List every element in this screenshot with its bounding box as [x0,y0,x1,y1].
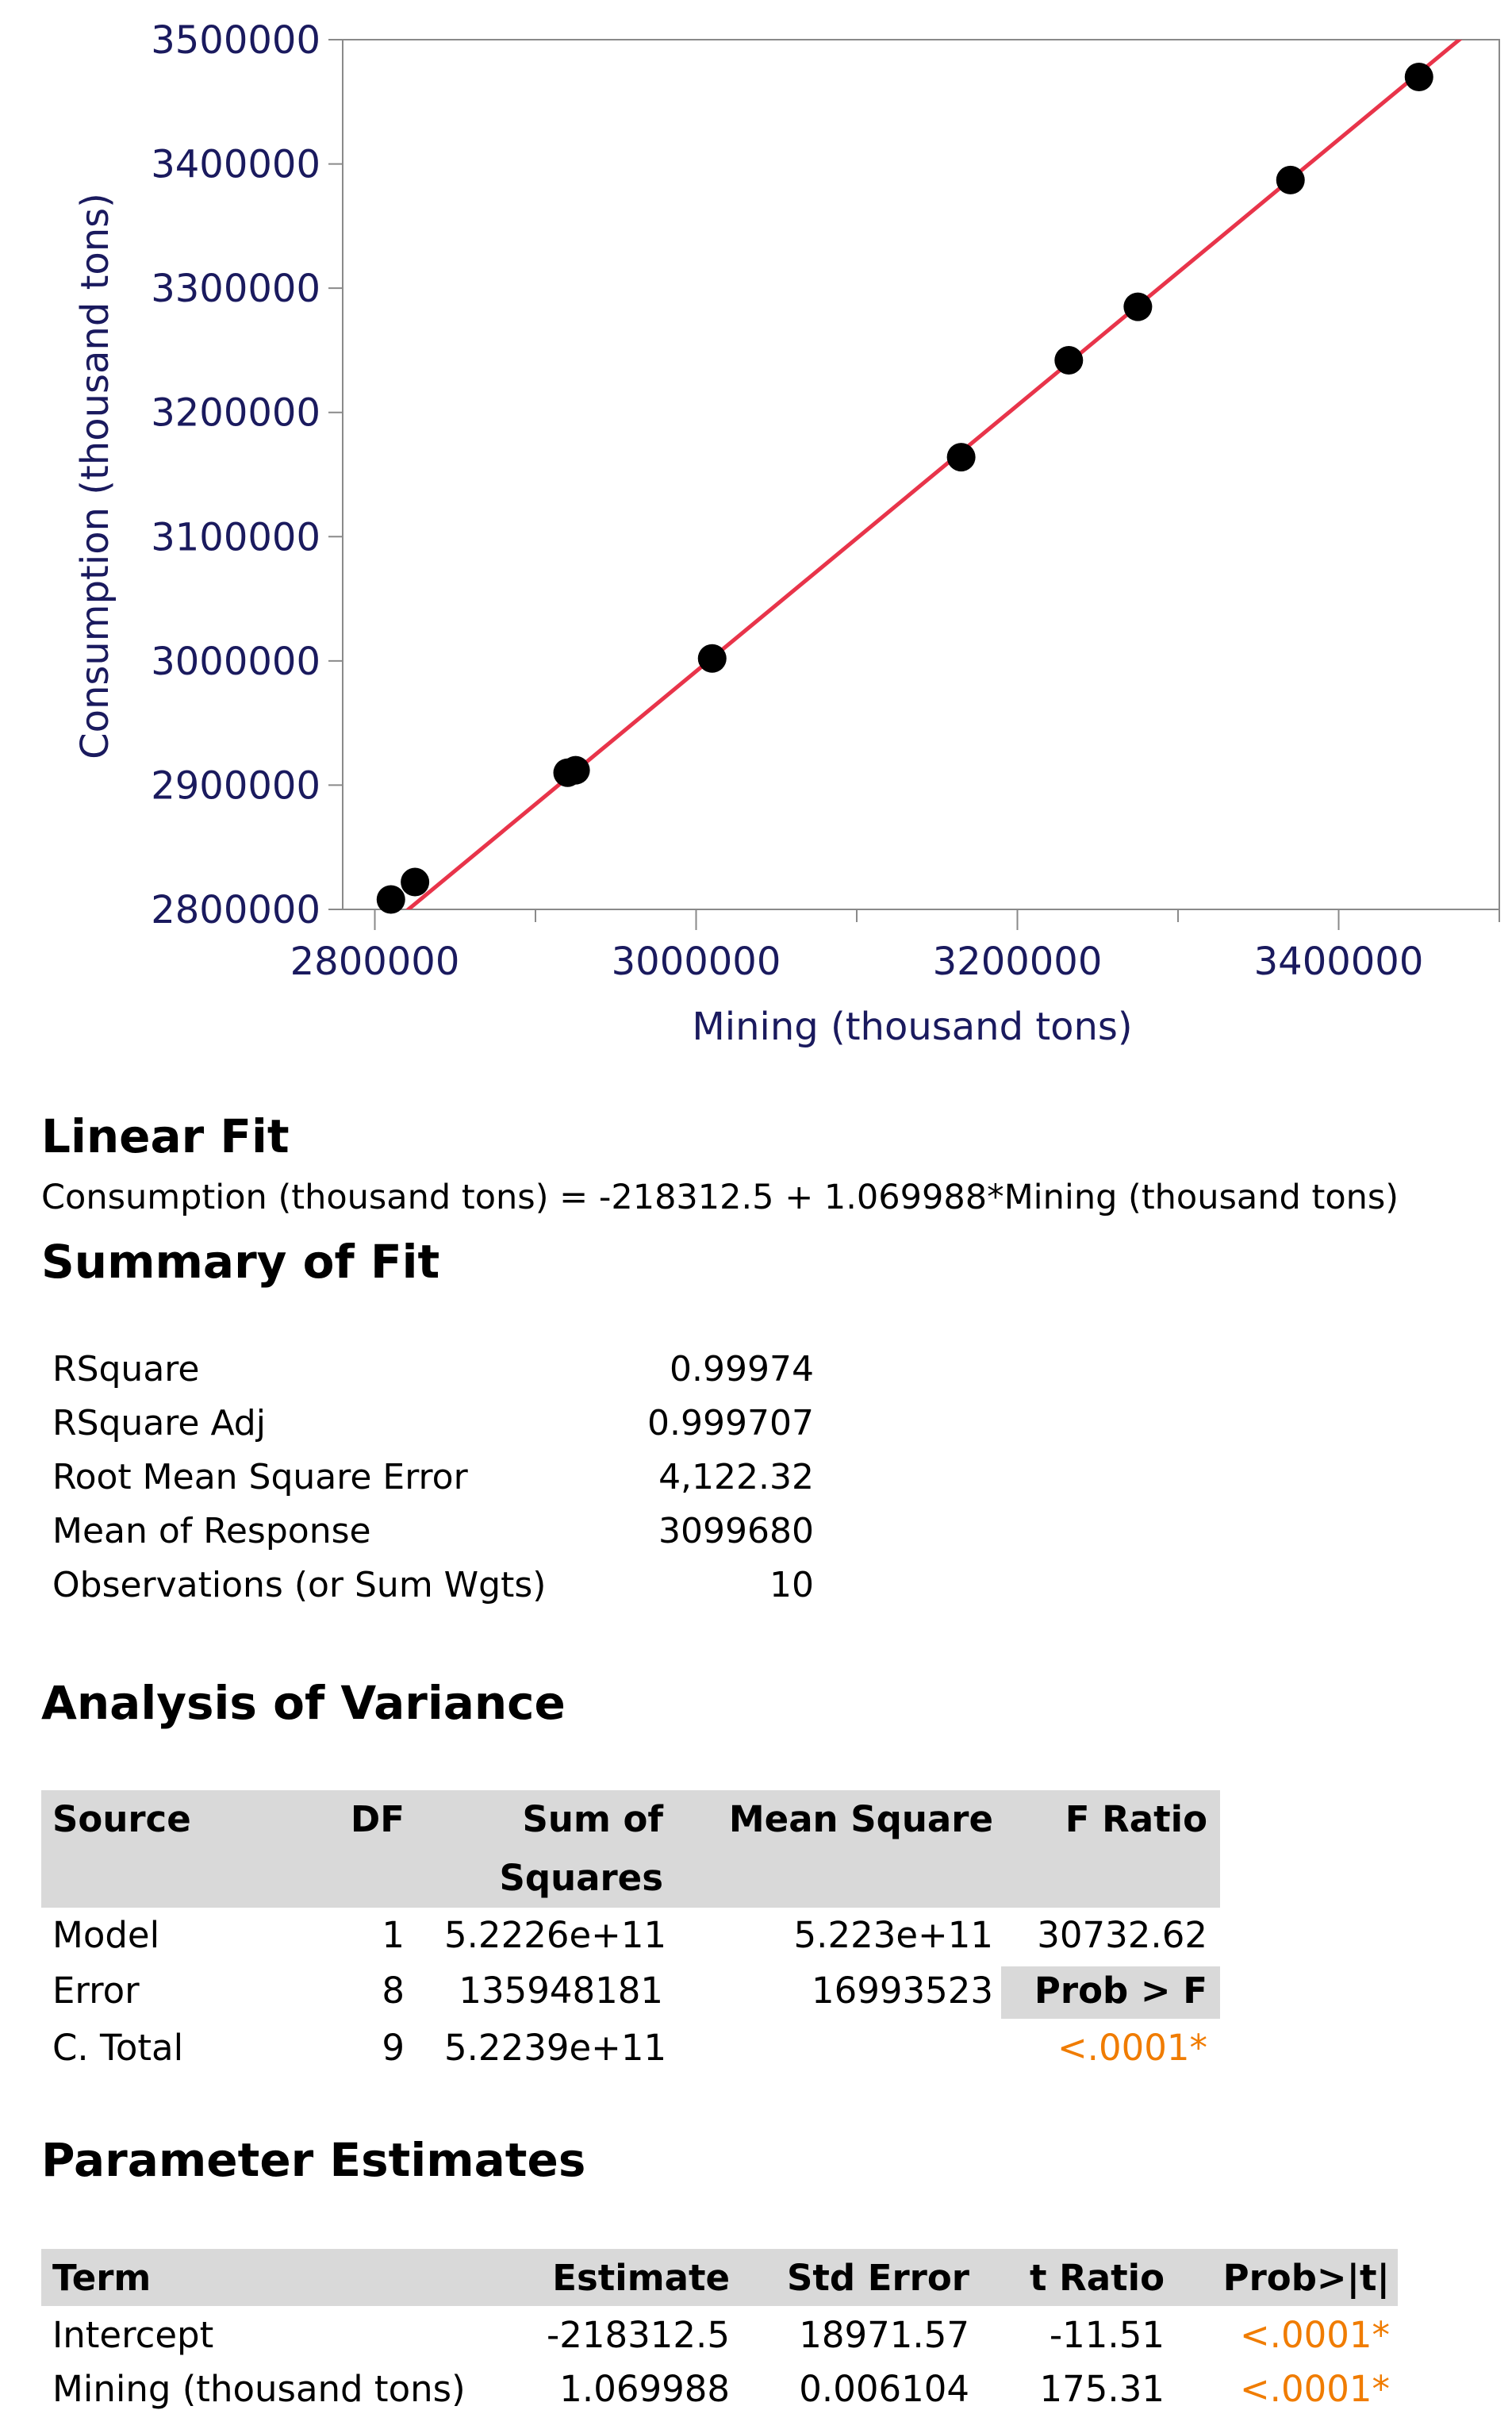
summary-value: 3099680 [658,1511,814,1551]
summary-row: RSquare 0.99974 [52,1349,814,1403]
y-tick-label: 3200000 [151,391,320,436]
anova-header-f: F Ratio [1065,1798,1207,1840]
param-estimate: -218312.5 [547,2314,730,2356]
anova-header-source: Source [52,1798,191,1840]
param-term: Intercept [52,2314,214,2356]
params-header-bg [41,2249,1398,2306]
summary-of-fit-table: RSquare 0.99974 RSquare Adj 0.999707 Roo… [52,1349,814,1619]
params-header-estimate: Estimate [552,2257,730,2299]
y-tick-label: 3000000 [151,640,320,684]
param-t-ratio: 175.31 [1039,2368,1165,2410]
prob-f-label: Prob > F [1034,1970,1207,2012]
x-tick-label: 3200000 [933,940,1103,984]
anova-source: Error [52,1970,140,2012]
params-header-t-ratio: t Ratio [1029,2257,1165,2299]
prob-f-bg [1001,1966,1220,2019]
anova-ms: 5.223e+11 [793,1914,993,1956]
data-point [561,755,590,785]
summary-label: RSquare [52,1349,200,1389]
anova-df: 9 [382,2027,405,2069]
data-point [1123,292,1153,321]
anova-f-ratio: 30732.62 [1037,1914,1207,1956]
anova-header-ss-2: Squares [499,1857,663,1899]
y-axis-title: Consumption (thousand tons) [73,193,117,759]
parameter-estimates-title: Parameter Estimates [41,2133,586,2187]
data-point [697,644,727,673]
y-tick-label: 3400000 [151,143,320,187]
x-tick-label: 3400000 [1254,940,1424,984]
param-estimate: 1.069988 [559,2368,730,2410]
params-header-std-error: Std Error [786,2257,969,2299]
summary-value: 0.999707 [647,1403,814,1443]
fit-equation: Consumption (thousand tons) = -218312.5 … [41,1178,1399,1217]
anova-header-bg [41,1790,1220,1908]
anova-header-ss: Sum of [522,1798,664,1840]
summary-label: Mean of Response [52,1511,371,1551]
summary-label: Observations (or Sum Wgts) [52,1565,547,1605]
anova-df: 1 [382,1914,405,1956]
param-std-error: 18971.57 [799,2314,969,2356]
x-axis-title: Mining (thousand tons) [692,1005,1132,1049]
data-point [1054,345,1084,375]
y-tick-label: 3500000 [151,18,320,63]
summary-value: 10 [769,1565,814,1605]
data-point [946,443,976,472]
data-point [1276,165,1305,194]
summary-row: Observations (or Sum Wgts) 10 [52,1565,814,1619]
anova-ms: 16993523 [811,1970,993,2012]
anova-ss: 5.2239e+11 [444,2027,667,2069]
y-tick-label: 2800000 [151,888,320,932]
scatter-chart: 2800000 2900000 3000000 3100000 3200000 33000… [73,18,1500,1049]
prob-f-value: <.0001* [1057,2027,1207,2069]
anova-title: Analysis of Variance [41,1676,566,1730]
params-header-term: Term [52,2257,152,2299]
y-tick-label: 3100000 [151,515,320,559]
summary-value: 0.99974 [670,1349,814,1389]
summary-value: 4,122.32 [658,1457,814,1497]
anova-source: C. Total [52,2027,184,2069]
params-header-prob: Prob>|t| [1222,2257,1390,2299]
plot-area [342,39,1500,910]
y-tick-label: 2900000 [151,763,320,808]
linear-fit-title: Linear Fit [41,1109,290,1163]
param-t-ratio: -11.51 [1049,2314,1165,2356]
anova-source: Model [52,1914,160,1956]
summary-label: Root Mean Square Error [52,1457,468,1497]
summary-row: Root Mean Square Error 4,122.32 [52,1457,814,1511]
anova-header-ms: Mean Square [728,1798,993,1840]
data-point [401,867,430,897]
x-tick-label: 3000000 [612,940,781,984]
param-std-error: 0.006104 [799,2368,969,2410]
summary-of-fit-title: Summary of Fit [41,1235,440,1289]
summary-row: Mean of Response 3099680 [52,1511,814,1565]
fit-line [405,40,1463,909]
x-tick-label: 2800000 [290,940,460,984]
anova-df: 8 [382,1970,405,2012]
summary-label: RSquare Adj [52,1403,266,1443]
anova-header-df: DF [350,1798,405,1840]
y-tick-label: 3300000 [151,267,320,311]
data-point [1404,62,1433,91]
param-prob: <.0001* [1239,2314,1390,2356]
summary-row: RSquare Adj 0.999707 [52,1403,814,1457]
param-term: Mining (thousand tons) [52,2368,466,2410]
anova-ss: 135948181 [459,1970,663,2012]
data-point [376,885,405,914]
param-prob: <.0001* [1239,2368,1390,2410]
anova-ss: 5.2226e+11 [444,1914,667,1956]
